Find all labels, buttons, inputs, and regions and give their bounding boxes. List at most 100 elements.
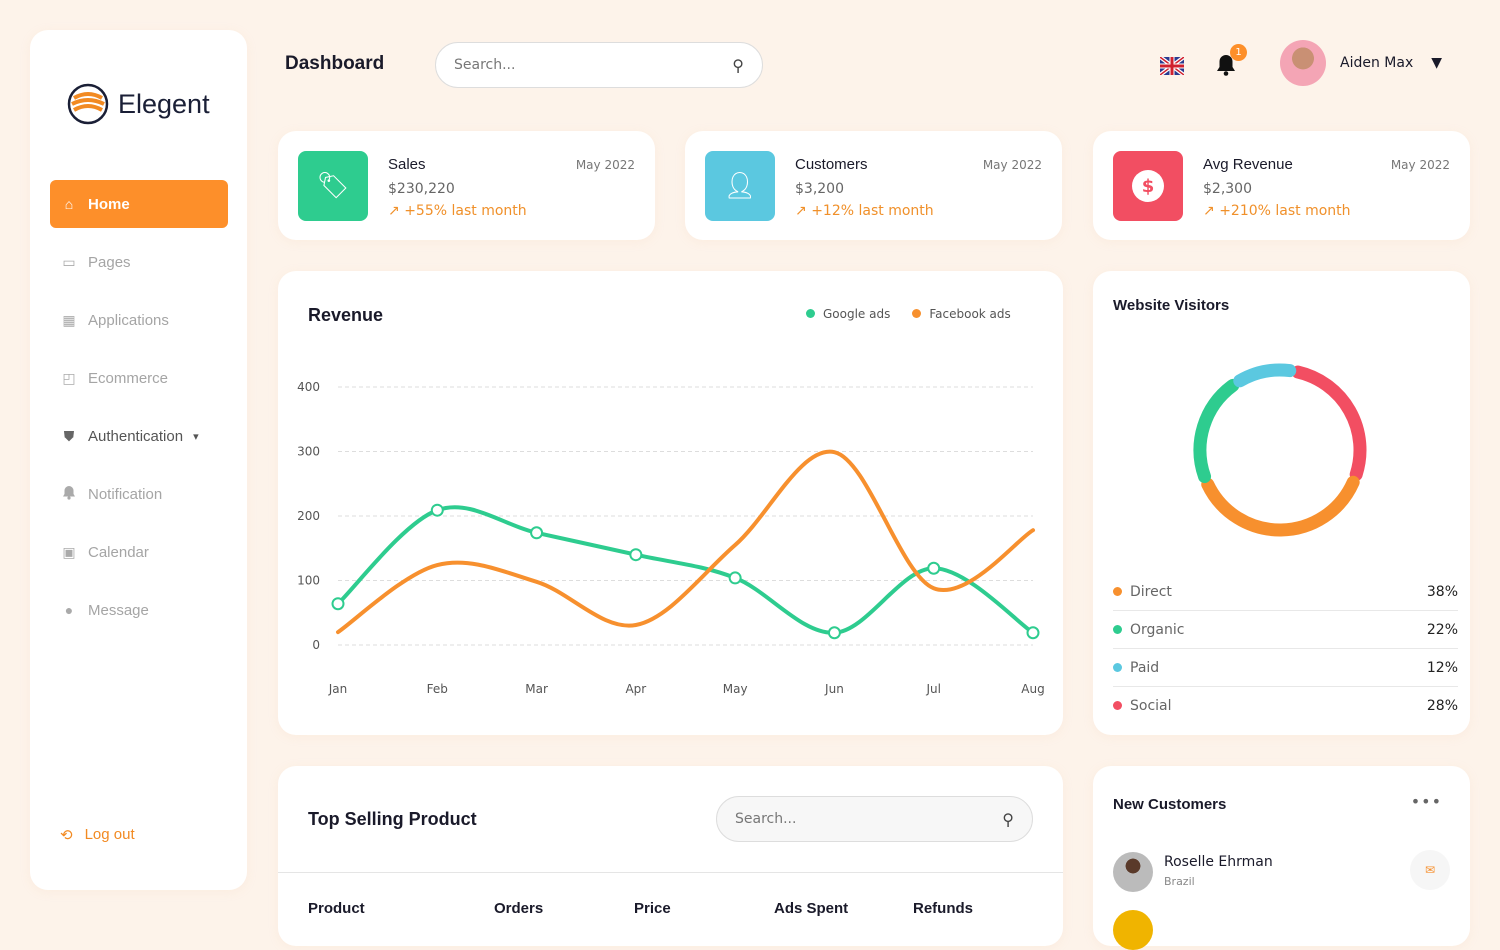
sidebar-item-home[interactable]: ⌂ Home [50,180,228,228]
x-tick-label: Feb [427,682,448,696]
x-tick-label: Jan [328,682,348,696]
bag-icon: ◰ [62,369,76,386]
column-refunds[interactable]: Refunds [913,900,973,917]
top-selling-card: Top Selling Product Search... ⚲ Product O… [278,766,1063,946]
brand-name: Elegent [118,88,210,119]
stat-value: $3,200 [795,181,844,197]
donut-segment-direct[interactable] [1201,475,1360,537]
sidebar-item-calendar[interactable]: ▣ Calendar [50,528,228,576]
customer-icon: 👤︎ [705,151,775,221]
x-tick-label: Jul [925,682,940,696]
google-ads-point [728,571,742,585]
x-tick-label: Aug [1021,682,1044,696]
uk-flag-icon[interactable] [1160,57,1184,75]
stat-name: Customers [795,156,868,173]
y-tick-label: 0 [312,638,320,652]
stat-card-customers: 👤︎ Customers May 2022 $3,200 ↗ +12% last… [685,131,1062,240]
sidebar-item-label: Applications [88,311,169,329]
donut-segment-social[interactable] [1291,365,1367,481]
y-tick-label: 300 [297,445,320,459]
avatar [1113,910,1153,950]
logout-button[interactable]: ⟲ Log out [60,826,135,844]
visitor-label: Paid [1130,659,1160,676]
trend-up-icon: ↗ [795,203,812,219]
bell-icon [60,485,78,503]
column-orders[interactable]: Orders [494,900,544,917]
donut-segment-organic[interactable] [1193,378,1240,484]
column-ads-spent[interactable]: Ads Spent [774,900,849,917]
page-title: Dashboard [285,53,385,74]
series-line-facebook-ads [336,449,1035,635]
column-price[interactable]: Price [634,900,671,917]
new-customers-title: New Customers [1113,796,1227,813]
sidebar-item-label: Authentication [88,427,184,445]
sidebar-item-label: Ecommerce [88,369,169,387]
shield-icon: ⛊ [63,427,75,444]
logout-icon: ⟲ [60,827,73,844]
legend-facebook-ads[interactable]: Facebook ads [912,307,1011,321]
search-icon[interactable]: ⚲ [732,55,744,75]
visitor-row-paid: Paid 12% [1113,649,1458,687]
sidebar-item-applications[interactable]: ▦ Applications [50,296,228,344]
sidebar-item-ecommerce[interactable]: ◰ Ecommerce [50,354,228,402]
logo-icon [67,83,109,125]
more-options-icon[interactable]: ••• [1410,792,1442,811]
sidebar-item-label: Notification [88,485,163,503]
stat-name: Sales [388,156,426,173]
sidebar-item-notification[interactable]: Notification [50,470,228,518]
stat-change: +12% last month [811,203,934,219]
customer-name: Roselle Ehrman [1164,854,1273,870]
revenue-chart: 0 100 200 300 400 Jan Feb Mar Apr May Jun Jul Aug [297,380,1045,696]
divider [278,872,1063,873]
avatar[interactable] [1280,40,1326,86]
visitor-value: 38% [1426,583,1458,600]
header-search-input[interactable]: Search... ⚲ [435,42,763,88]
product-search-input[interactable]: Search... ⚲ [716,796,1033,842]
sidebar-item-label: Message [88,601,149,619]
price-tag-icon: 🏷︎ [298,151,368,221]
x-tick-label: Jun [824,682,844,696]
grid-icon: ▦ [62,311,76,328]
chat-icon: ● [64,602,74,618]
mail-icon: ✉ [1424,863,1436,877]
y-tick-label: 400 [297,380,320,394]
sidebar-item-authentication[interactable]: ⛊ Authentication ▾ [50,412,228,460]
chevron-down-icon: ▾ [193,430,199,443]
sidebar-item-message[interactable]: ● Message [50,586,228,634]
header-actions: 1 Aiden Max ▼ [1160,40,1442,86]
calendar-icon: ▣ [62,543,76,560]
brand-logo[interactable]: Elegent [66,82,210,126]
google-ads-point [331,597,345,611]
new-customers-card: New Customers ••• Roselle Ehrman Brazil … [1093,766,1470,950]
stat-card-avg-revenue: $ Avg Revenue May 2022 $2,300 ↗ +210% la… [1093,131,1470,240]
visitor-label: Direct [1130,583,1172,600]
customer-country: Brazil [1164,875,1195,888]
mail-button[interactable]: ✉ [1410,850,1450,890]
visitor-row-social: Social 28% [1113,687,1458,725]
revenue-card: Revenue Google ads Facebook ads 0 100 200 3… [278,271,1063,735]
legend-label: Facebook ads [929,307,1011,321]
stat-date: May 2022 [982,158,1042,172]
caret-down-icon[interactable]: ▼ [1431,55,1443,71]
notification-button[interactable]: 1 [1216,44,1247,76]
stat-change: +55% last month [404,203,527,219]
search-icon[interactable]: ⚲ [1002,809,1014,829]
sidebar: Elegent ⌂ Home ▭ Pages ▦ Applications ◰ Ecom… [30,30,247,890]
top-selling-title: Top Selling Product [308,809,477,829]
logout-label: Log out [84,826,135,843]
notification-badge: 1 [1230,44,1247,61]
google-ads-point [629,548,643,562]
legend-google-ads[interactable]: Google ads [806,307,890,321]
trend-up-icon: ↗ [388,203,405,219]
sidebar-item-pages[interactable]: ▭ Pages [50,238,228,286]
column-product[interactable]: Product [308,900,365,917]
x-tick-label: May [723,682,748,696]
donut-segment-paid[interactable] [1233,363,1297,388]
y-tick-label: 100 [297,574,320,588]
chart-legend: Google ads Facebook ads [806,307,1011,321]
search-placeholder: Search... [735,811,797,827]
y-tick-label: 200 [297,509,320,523]
legend-label: Google ads [823,307,891,321]
stat-date: May 2022 [575,158,635,172]
user-name[interactable]: Aiden Max [1340,55,1414,71]
